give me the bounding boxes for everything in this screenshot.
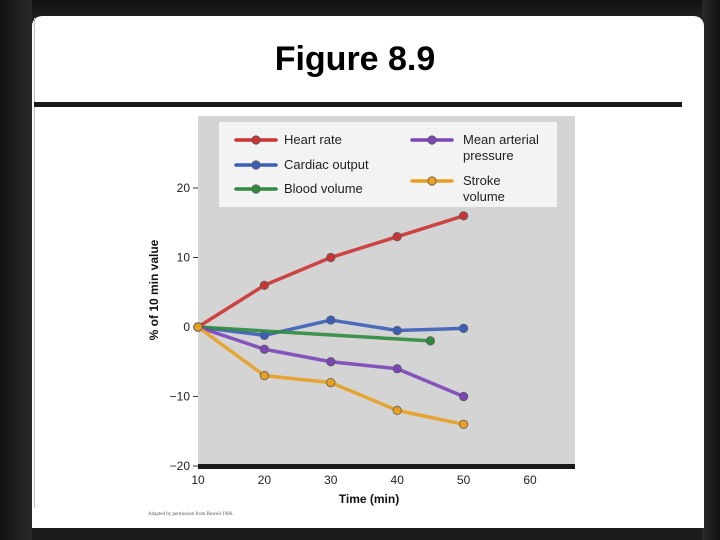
data-point [326,315,336,325]
series-line [196,325,433,343]
data-point [458,419,469,429]
data-point [392,405,402,415]
x-axis-label: Time (min) [339,492,399,506]
slide-title: Figure 8.9 [274,40,436,78]
data-point [326,377,336,388]
figure-credit: Adapted by permission from Rowell 1986. [148,512,234,517]
x-tick-label: 30 [324,473,338,487]
data-point [425,336,435,346]
legend-label: Heart rate [284,132,342,147]
data-point [259,371,269,381]
y-tick-label: −10 [170,390,191,404]
legend-swatch-marker [251,160,261,170]
legend-swatch-marker [427,176,437,186]
x-tick-label: 60 [523,473,537,487]
title-rule [34,102,682,107]
x-tick-label: 20 [258,473,272,487]
data-point [458,323,469,333]
x-axis-line [198,464,575,469]
y-tick-label: 0 [183,320,190,334]
legend-label: Mean arterial pressure [463,132,539,163]
legend: Heart rate Cardiac output Blood volume Mean… [219,122,557,207]
legend-swatch-marker [251,184,261,194]
series-lines [193,211,469,429]
legend-label: Blood volume [284,181,363,196]
legend-swatch-marker [427,135,437,145]
y-tick-label: 20 [177,181,191,195]
legend-label: Cardiac output [284,157,369,172]
data-point [458,391,469,402]
x-tick-label: 40 [391,473,405,487]
data-point [392,325,402,336]
y-tick-label: −20 [170,459,191,473]
data-point [259,344,269,354]
data-point [259,280,269,290]
data-point [458,211,469,221]
x-tick-label: 10 [191,473,205,487]
x-tick-label: 50 [457,473,471,487]
slide-frame-right [702,0,720,540]
legend-label: Stroke volume [463,173,505,204]
data-point [193,322,203,332]
slide-frame-left [0,0,32,540]
data-point [392,232,402,242]
legend-swatch-marker [251,135,261,145]
y-axis-label: % of 10 min value [147,239,161,340]
data-point [326,252,336,263]
y-tick-label: 10 [177,251,191,265]
left-margin-rule [34,18,35,508]
data-point [392,364,402,374]
data-point [326,357,336,367]
